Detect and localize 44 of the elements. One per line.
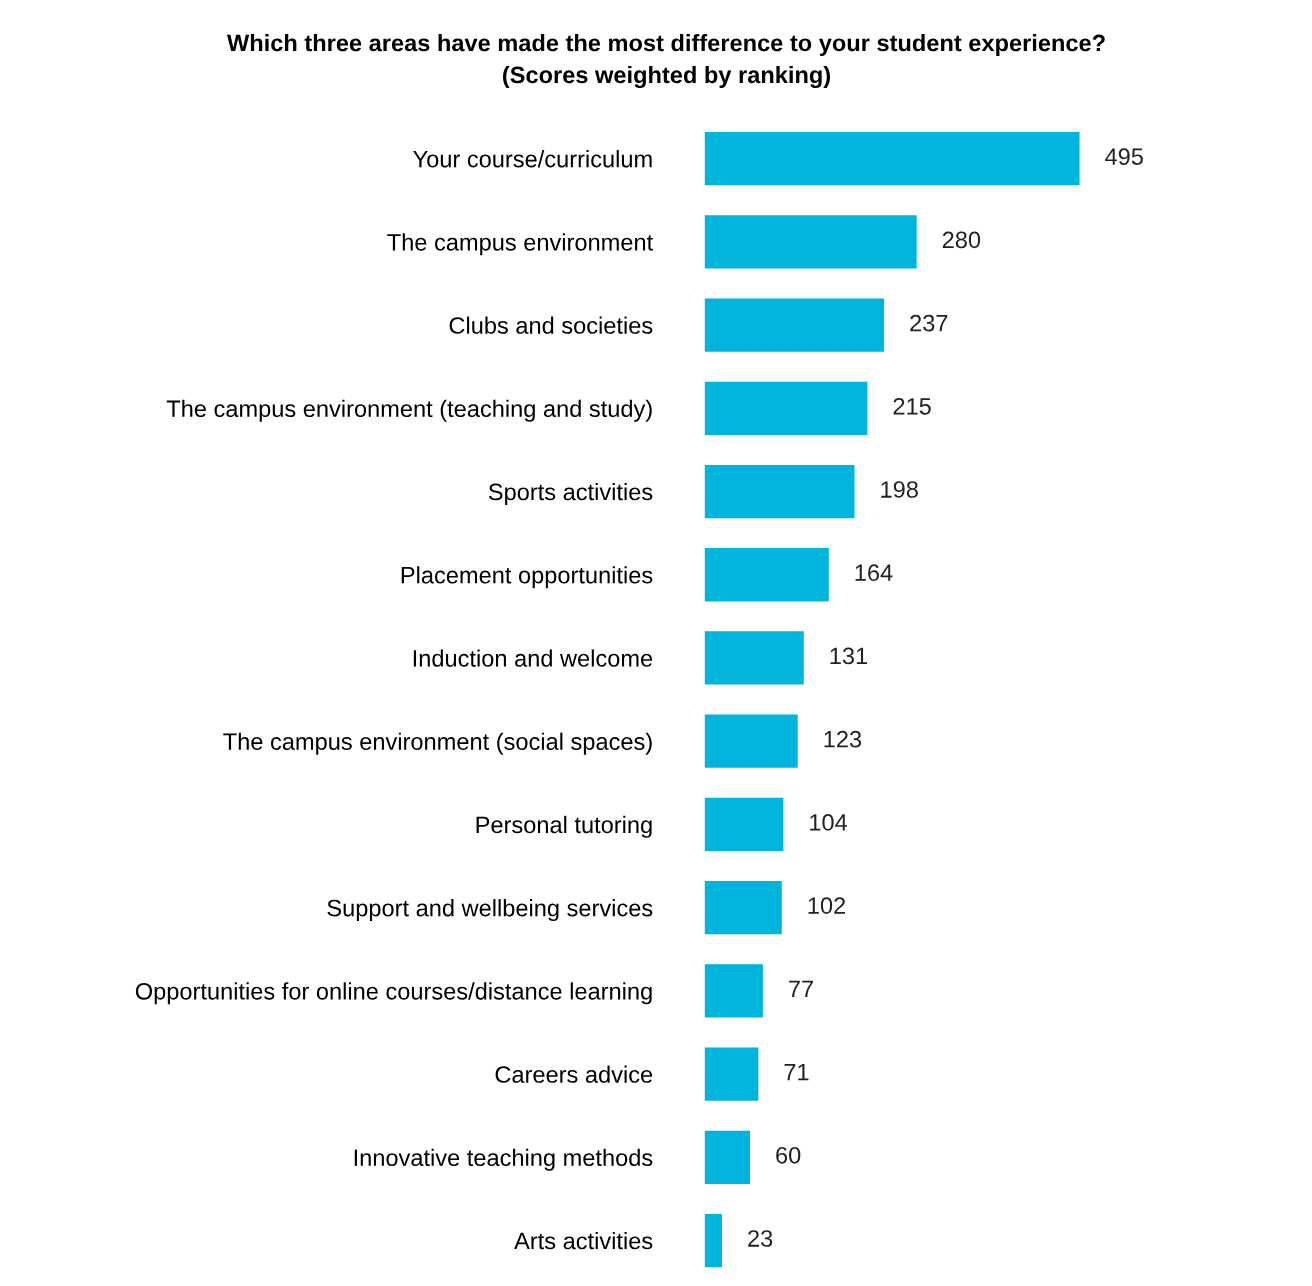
y-tick-label: The campus environment (teaching and study) <box>166 399 652 422</box>
bar <box>704 881 782 935</box>
data-label: 104 <box>810 814 848 831</box>
data-label: 237 <box>910 314 948 332</box>
bar <box>704 714 798 768</box>
chart-subtitle: (Scores weighted by ranking) <box>503 65 830 89</box>
bar <box>704 1047 759 1101</box>
bar <box>704 298 885 352</box>
y-tick-label: Innovative teaching methods <box>354 1148 653 1171</box>
y-tick-label: Clubs and societies <box>449 316 653 334</box>
y-tick-label: The campus environment (social spaces) <box>223 732 652 755</box>
bar <box>704 1130 750 1184</box>
data-label: 71 <box>784 1063 809 1081</box>
y-tick-label: Careers advice <box>495 1065 653 1083</box>
bar <box>704 132 1080 186</box>
chart-title: Which three areas have made the most difference to your student experience? <box>227 34 1105 57</box>
y-tick-label: Support and wellbeing services <box>327 899 653 922</box>
y-tick-label: Arts activities <box>514 1231 653 1250</box>
data-label: 77 <box>789 980 813 997</box>
bar <box>704 548 829 602</box>
y-tick-label: Induction and welcome <box>413 649 653 667</box>
bar <box>704 631 804 685</box>
bar <box>704 964 763 1018</box>
data-label: 164 <box>855 564 893 582</box>
bar <box>704 797 784 852</box>
data-label: 495 <box>1105 148 1143 165</box>
data-label: 123 <box>824 730 862 748</box>
bar <box>704 464 855 519</box>
data-label: 198 <box>881 481 918 498</box>
data-label: 23 <box>748 1230 773 1247</box>
bar <box>704 381 868 435</box>
data-label: 280 <box>942 231 981 249</box>
data-label: 102 <box>808 897 846 914</box>
y-tick-label: Opportunities for online courses/distance learning <box>135 982 652 1005</box>
y-tick-label: Placement opportunities <box>401 566 653 589</box>
data-label: 215 <box>893 397 931 415</box>
data-label: 131 <box>830 647 868 665</box>
y-tick-label: The campus environment <box>387 233 653 256</box>
bar <box>704 1213 722 1268</box>
y-tick-label: Your course/curriculum <box>413 150 652 168</box>
y-tick-label: Personal tutoring <box>476 815 652 838</box>
y-tick-label: Sports activities <box>488 482 653 505</box>
bar <box>704 215 917 269</box>
data-label: 60 <box>776 1146 801 1164</box>
